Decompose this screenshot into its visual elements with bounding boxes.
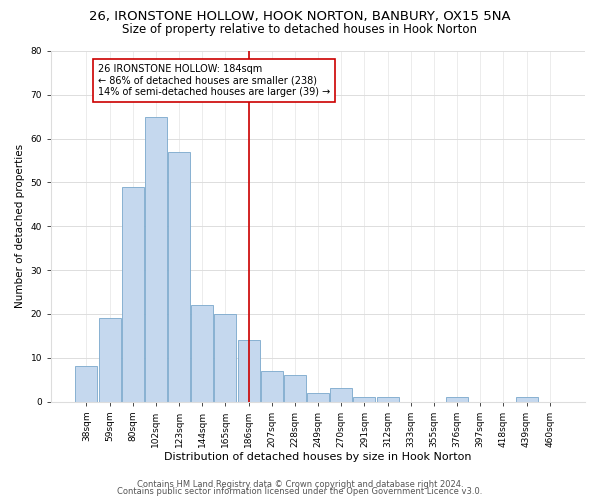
Text: Size of property relative to detached houses in Hook Norton: Size of property relative to detached ho… — [122, 22, 478, 36]
Bar — [168, 152, 190, 402]
Text: 26, IRONSTONE HOLLOW, HOOK NORTON, BANBURY, OX15 5NA: 26, IRONSTONE HOLLOW, HOOK NORTON, BANBU… — [89, 10, 511, 23]
Bar — [446, 397, 468, 402]
Bar — [260, 371, 283, 402]
Text: Contains public sector information licensed under the Open Government Licence v3: Contains public sector information licen… — [118, 487, 482, 496]
Bar — [98, 318, 121, 402]
Bar — [377, 397, 398, 402]
Bar — [191, 305, 213, 402]
Bar — [76, 366, 97, 402]
Bar — [284, 376, 306, 402]
Bar — [330, 388, 352, 402]
Bar — [145, 116, 167, 402]
Bar — [122, 187, 143, 402]
X-axis label: Distribution of detached houses by size in Hook Norton: Distribution of detached houses by size … — [164, 452, 472, 462]
Bar — [238, 340, 260, 402]
Bar — [214, 314, 236, 402]
Bar — [307, 393, 329, 402]
Bar — [515, 397, 538, 402]
Bar — [353, 397, 376, 402]
Text: Contains HM Land Registry data © Crown copyright and database right 2024.: Contains HM Land Registry data © Crown c… — [137, 480, 463, 489]
Y-axis label: Number of detached properties: Number of detached properties — [15, 144, 25, 308]
Text: 26 IRONSTONE HOLLOW: 184sqm
← 86% of detached houses are smaller (238)
14% of se: 26 IRONSTONE HOLLOW: 184sqm ← 86% of det… — [98, 64, 330, 98]
